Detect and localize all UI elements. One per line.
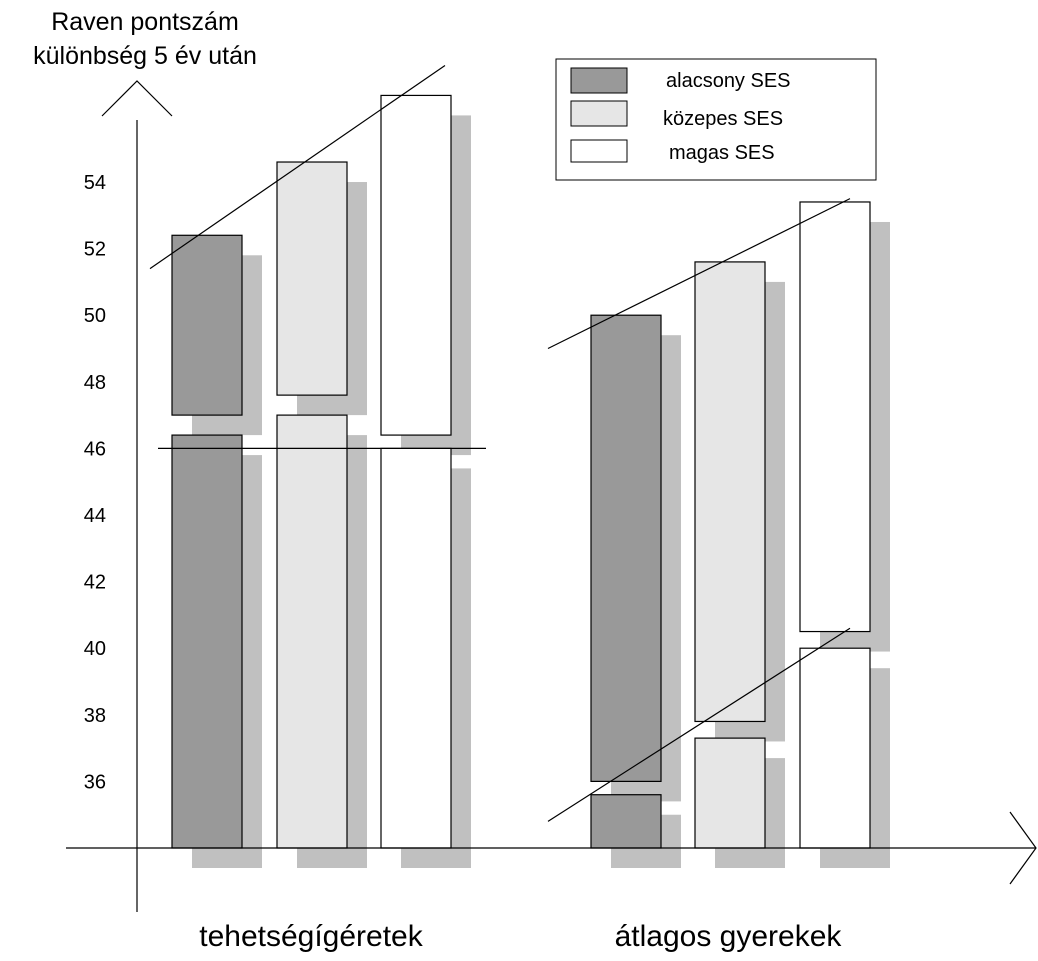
lines-layer xyxy=(149,64,851,822)
y-tick-label-42: 42 xyxy=(84,572,106,594)
bar-tehetsegigeretek-kozepes-ses-lower xyxy=(276,414,348,849)
bar-tehetsegigeretek-alacsony-ses-lower xyxy=(171,434,243,849)
trend-line-3 xyxy=(547,627,851,822)
y-tick-label-48: 48 xyxy=(84,372,106,394)
bar-tehetsegigeretek-magas-ses-upper xyxy=(380,94,452,436)
bar-tehetsegigeretek-kozepes-ses-upper xyxy=(276,161,348,396)
y-tick-label-50: 50 xyxy=(84,305,106,327)
y-tick-label-40: 40 xyxy=(84,638,106,660)
legend-swatch-alacsony xyxy=(570,67,628,94)
category-label-tehetsegigeretek: tehetségígéretek xyxy=(199,920,423,953)
bars-layer xyxy=(171,94,890,868)
y-tick-label-44: 44 xyxy=(84,505,106,527)
bar-tehetsegigeretek-alacsony-ses-upper xyxy=(171,234,243,416)
bar-atlagos-gyerekek-kozepes-ses-upper xyxy=(694,261,766,723)
bar-atlagos-gyerekek-magas-ses-lower xyxy=(799,647,871,849)
bar-tehetsegigeretek-magas-ses-lower xyxy=(380,447,452,849)
y-tick-label-52: 52 xyxy=(84,239,106,261)
legend-label-kozepes: közepes SES xyxy=(663,108,783,130)
legend-label-magas: magas SES xyxy=(669,142,775,164)
axes-layer xyxy=(66,80,1037,912)
y-tick-label-54: 54 xyxy=(84,172,106,194)
trend-line-2 xyxy=(547,198,851,350)
category-label-atlagos-gyerekek: átlagos gyerekek xyxy=(615,920,843,953)
y-axis-title: Raven pontszám különbség 5 év után xyxy=(33,8,257,70)
y-tick-label-36: 36 xyxy=(84,771,106,793)
trend-line-1 xyxy=(149,64,446,270)
legend: alacsony SES közepes SES magas SES xyxy=(555,58,877,181)
y-axis-title-line-2: különbség 5 év után xyxy=(33,42,257,70)
bar-atlagos-gyerekek-alacsony-ses-lower xyxy=(590,794,662,849)
bar-atlagos-gyerekek-kozepes-ses-lower xyxy=(694,737,766,849)
legend-label-alacsony: alacsony SES xyxy=(666,70,791,92)
y-tick-label-38: 38 xyxy=(84,705,106,727)
legend-swatch-kozepes xyxy=(570,100,628,127)
legend-swatch-magas xyxy=(570,139,628,163)
y-tick-labels: 54 52 50 48 46 44 42 40 38 36 xyxy=(84,172,106,793)
bar-atlagos-gyerekek-magas-ses-upper xyxy=(799,201,871,633)
y-axis-arrow-head xyxy=(101,80,173,117)
y-axis-title-line-1: Raven pontszám xyxy=(51,8,239,36)
y-tick-label-46: 46 xyxy=(84,438,106,460)
bar-atlagos-gyerekek-alacsony-ses-upper xyxy=(590,314,662,783)
x-axis-arrow-head xyxy=(1009,811,1037,885)
